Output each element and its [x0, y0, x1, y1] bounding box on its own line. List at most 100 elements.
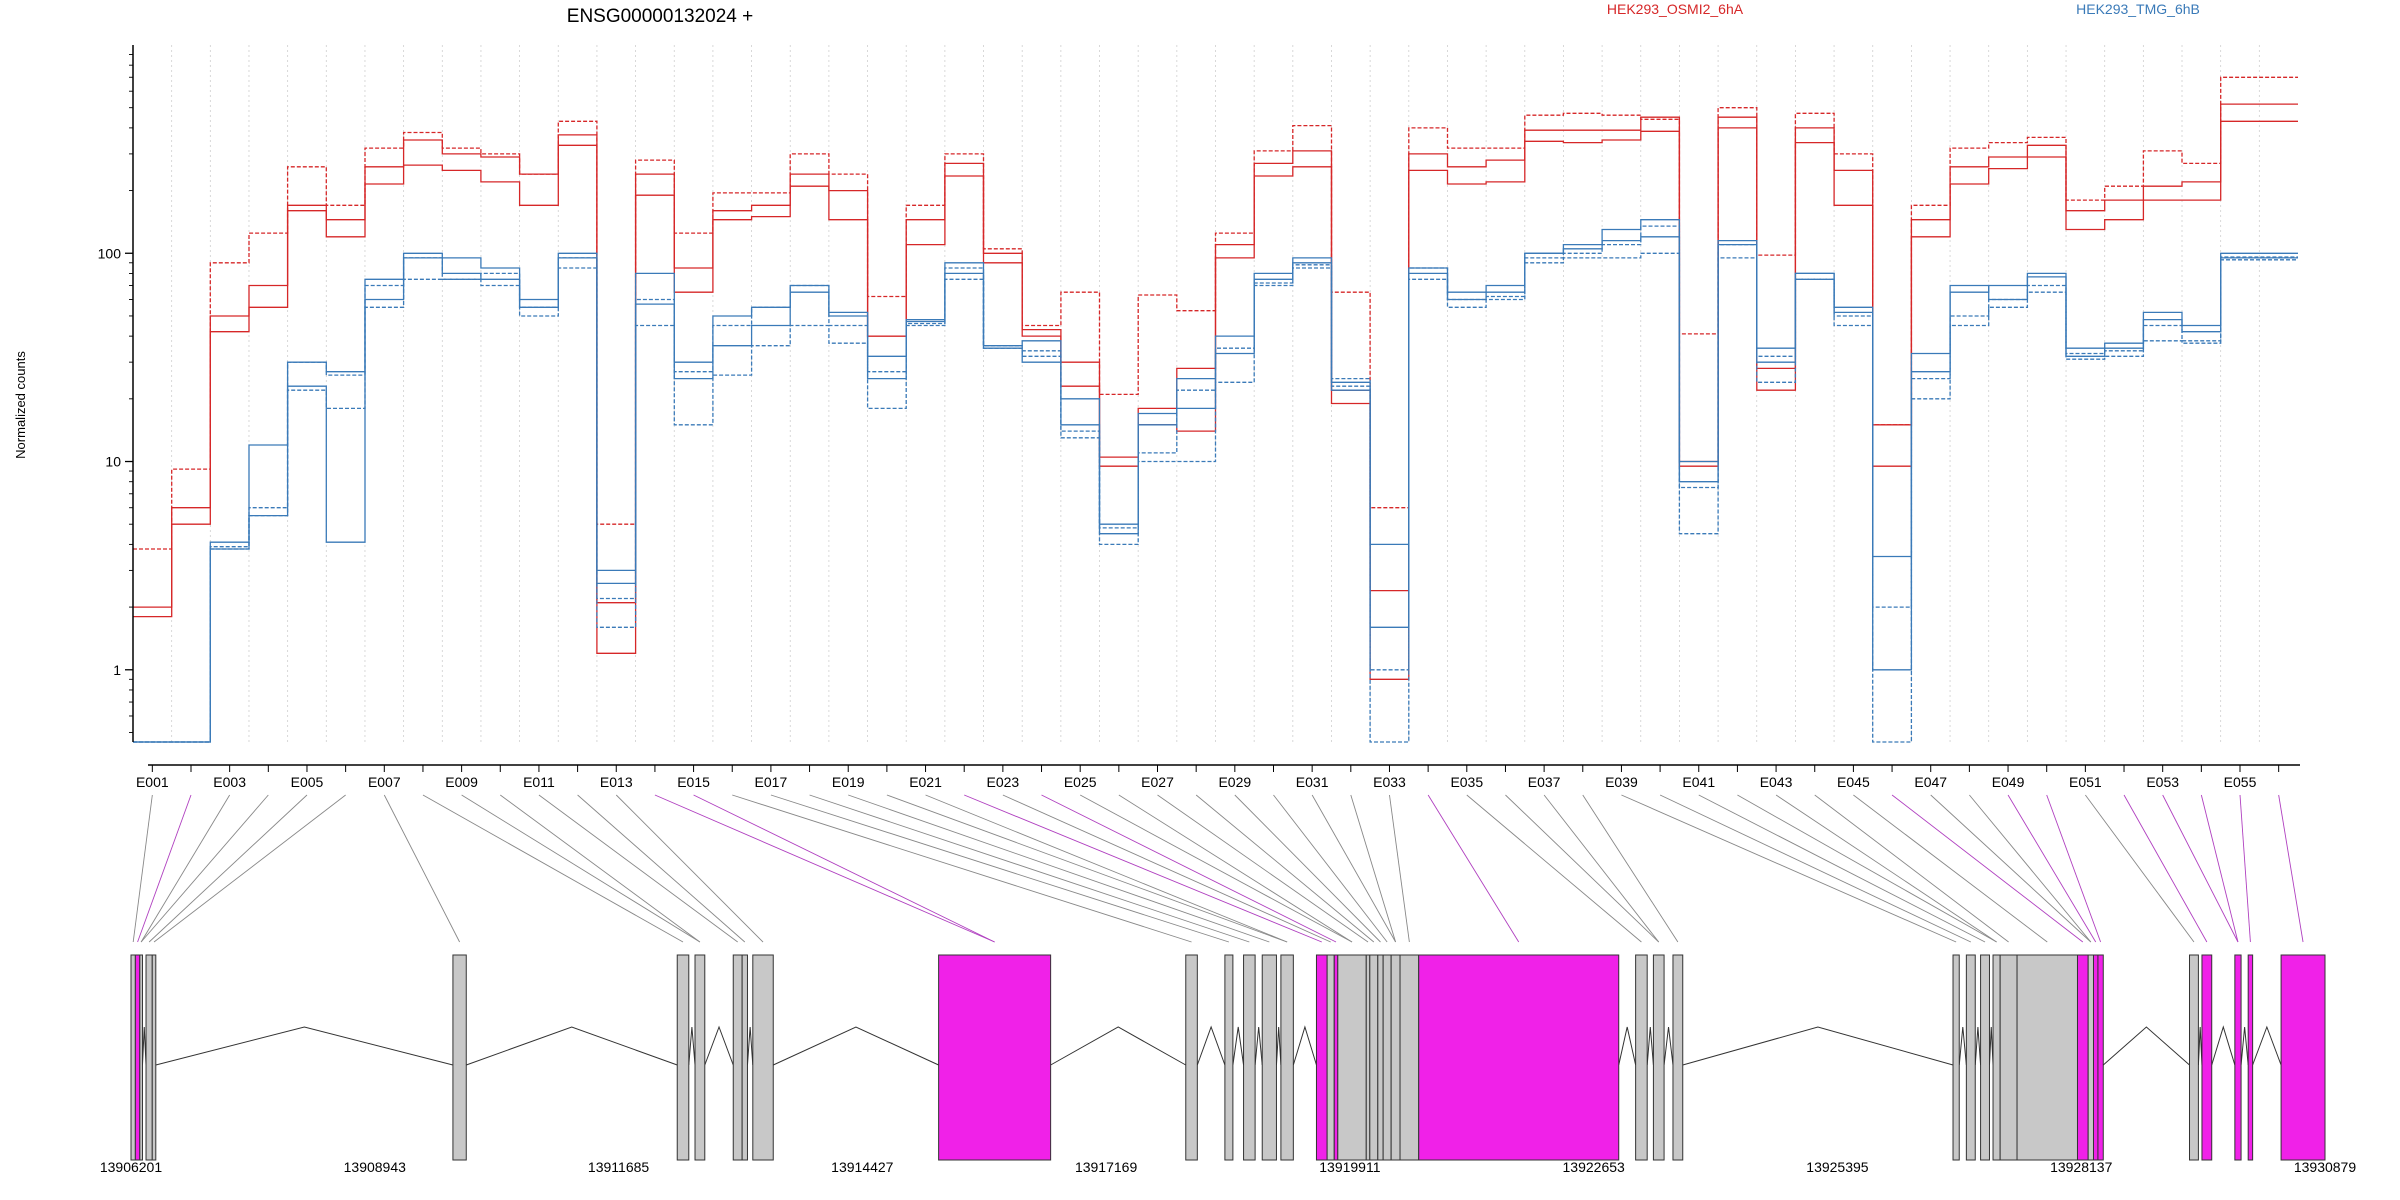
intron-line: [1196, 1025, 1226, 1066]
intron-line: [2252, 1025, 2282, 1066]
exon-tick-label: E025: [1064, 774, 1097, 790]
exon-mapping-line: [615, 794, 764, 943]
y-tick-label: 10: [105, 454, 121, 470]
axes: [132, 45, 2300, 766]
exon-tick-label: E053: [2146, 774, 2179, 790]
intron-line: [1988, 1026, 1994, 1066]
exon-mapping-line: [500, 794, 701, 943]
exon-mapping-line: [1079, 794, 1353, 943]
exon-block: [139, 954, 143, 1161]
exon-block-highlighted: [938, 954, 1052, 1161]
genomic-coordinate-label: 13908943: [344, 1159, 407, 1175]
intron-line: [1275, 1026, 1282, 1066]
exon-block-highlighted: [1418, 954, 1620, 1161]
exon-block: [1337, 954, 1367, 1161]
exon-block: [1377, 954, 1384, 1161]
exon-mapping-line: [1273, 794, 1388, 943]
genomic-coordinate-label: 13911685: [588, 1159, 649, 1175]
genomic-coordinate-label: 13928137: [2050, 1159, 2113, 1175]
genomic-coordinate-label: 13919911: [1319, 1159, 1380, 1175]
y-axis-label: Normalized counts: [13, 351, 28, 459]
exon-block: [732, 954, 743, 1161]
intron-line: [746, 1026, 754, 1066]
exon-mapping-line: [1389, 794, 1410, 943]
exon-axis-ticks: E001 E003 E005 E007 E009 E011 E013 E015 E017 E019…: [136, 765, 2280, 790]
exon-tick-label: E027: [1141, 774, 1174, 790]
exon-tick-label: E049: [1992, 774, 2025, 790]
exon-mapping-line: [770, 794, 1230, 943]
legend-entry-osmi2: HEK293_OSMI2_6hA: [1607, 1, 1744, 17]
exon-mapping-line: [1582, 794, 1679, 943]
exon-block: [1243, 954, 1256, 1161]
exon-mapping-line: [1427, 794, 1520, 943]
exon-block: [1999, 954, 2018, 1161]
exon-block: [752, 954, 774, 1161]
exon-block: [1635, 954, 1648, 1161]
exon-block-highlighted: [2076, 954, 2089, 1161]
exon-tick-label: E043: [1760, 774, 1793, 790]
exon-mapping-line: [2085, 794, 2195, 943]
exon-block: [1185, 954, 1198, 1161]
exon-mapping-line: [2046, 794, 2102, 943]
exon-block-highlighted: [2201, 954, 2213, 1161]
exon-block-highlighted: [2097, 954, 2104, 1161]
exon-mapping-line: [654, 794, 995, 943]
exon-mapping-line: [1737, 794, 1997, 943]
exon-block: [2189, 954, 2199, 1161]
exon-block: [1980, 954, 1990, 1161]
exon-block: [1365, 954, 1371, 1161]
exon-block: [1652, 954, 1665, 1161]
exon-block: [1224, 954, 1234, 1161]
exon-tick-label: E045: [1837, 774, 1870, 790]
exon-mapping-line: [140, 794, 231, 943]
exon-mapping-line: [732, 794, 1192, 943]
genomic-coordinate-label: 13925395: [1806, 1159, 1869, 1175]
exon-mapping-line: [1234, 794, 1381, 943]
legend-entry-tmg: HEK293_TMG_6hB: [2076, 1, 2200, 17]
intron-line: [773, 1026, 939, 1066]
exon-tick-label: E021: [909, 774, 942, 790]
exon-block-highlighted: [2280, 954, 2326, 1161]
exon-block: [2016, 954, 2078, 1161]
exon-block-highlighted: [134, 954, 141, 1161]
exon-tick-label: E051: [2069, 774, 2102, 790]
exon-mapping-line: [809, 794, 1250, 943]
exon-tick-label: E031: [1296, 774, 1329, 790]
genomic-coordinate-label: 13922653: [1563, 1159, 1626, 1175]
exon-tick-label: E047: [1914, 774, 1947, 790]
series-lines: [133, 76, 2298, 743]
exon-mapping-line: [2200, 794, 2239, 943]
exon-tick-label: E003: [213, 774, 246, 790]
genomic-coordinate-label: 13917169: [1075, 1159, 1138, 1175]
exon-block: [1965, 954, 1976, 1161]
exon-block-highlighted: [2247, 954, 2254, 1161]
exon-mapping-line: [1350, 794, 1397, 943]
chart-title: ENSG00000132024 +: [567, 6, 753, 27]
exon-mapping-line: [1853, 794, 2048, 943]
intron-line: [155, 1026, 454, 1066]
exon-tick-label: E017: [755, 774, 788, 790]
intron-line: [1618, 1026, 1637, 1066]
exon-block: [1672, 954, 1684, 1161]
genomic-coordinate-label: 13906201: [100, 1159, 163, 1175]
exon-mapping-line: [538, 794, 738, 943]
exon-tick-label: E015: [677, 774, 710, 790]
exon-block: [1261, 954, 1277, 1161]
exon-mapping-line: [1659, 794, 1971, 943]
exon-mapping-line: [1118, 794, 1353, 943]
exon-block: [1369, 954, 1379, 1161]
exon-mapping-line: [383, 794, 460, 943]
exon-mapping-line: [1930, 794, 2092, 943]
exon-mapping-line: [140, 794, 269, 943]
exon-mapping-line: [461, 794, 701, 943]
exon-block: [1326, 954, 1335, 1161]
exon-mapping-line: [148, 794, 308, 943]
exon-block: [1382, 954, 1392, 1161]
genomic-coordinate-label: 13930879: [2294, 1159, 2357, 1175]
exon-tick-label: E001: [136, 774, 169, 790]
exon-mapping-line: [1543, 794, 1660, 943]
exon-tick-label: E029: [1218, 774, 1251, 790]
exon-mapping-line: [964, 794, 1322, 943]
exon-block: [151, 954, 157, 1161]
exon-mapping-line: [1505, 794, 1660, 943]
